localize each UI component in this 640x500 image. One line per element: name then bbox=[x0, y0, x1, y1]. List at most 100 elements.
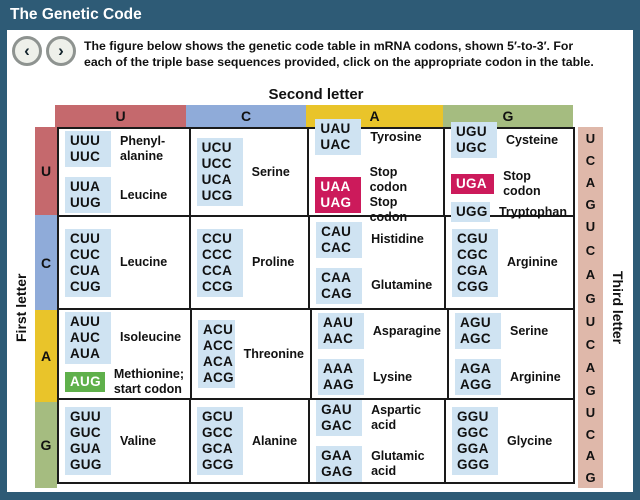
codon-UAA[interactable]: UAA bbox=[320, 179, 351, 194]
codon-CUG[interactable]: CUG bbox=[70, 278, 101, 294]
codon-CGG[interactable]: CGG bbox=[457, 278, 489, 294]
codon-ACA[interactable]: ACA bbox=[203, 354, 234, 369]
codon-UUU[interactable]: UUU bbox=[70, 133, 101, 148]
codon-GAA[interactable]: GAA bbox=[321, 448, 352, 463]
first-letter-U: U bbox=[35, 127, 57, 215]
codon-AAG[interactable]: AAG bbox=[323, 377, 354, 392]
codon-AGC[interactable]: AGC bbox=[460, 331, 491, 346]
codon-UGC[interactable]: UGC bbox=[456, 140, 487, 155]
codon-CCG[interactable]: CCG bbox=[201, 278, 233, 294]
codon-UUC[interactable]: UUC bbox=[70, 149, 101, 164]
amino-acid-label: Stop codon bbox=[503, 169, 541, 198]
codon-UCC[interactable]: UCC bbox=[201, 156, 232, 171]
codon-ACG[interactable]: ACG bbox=[203, 370, 234, 385]
codon-CGC[interactable]: CGC bbox=[457, 246, 488, 262]
amino-acid-label: Leucine bbox=[120, 255, 168, 269]
codon-GGG[interactable]: GGG bbox=[457, 457, 490, 472]
codon-CAG[interactable]: CAG bbox=[321, 285, 352, 301]
cell-CC: CCU CCC CCA CCG Proline bbox=[188, 217, 308, 308]
codon-UCA[interactable]: UCA bbox=[201, 172, 232, 187]
codon-CCA[interactable]: CCA bbox=[201, 262, 233, 278]
codon-CAU[interactable]: CAU bbox=[321, 223, 352, 239]
codon-CAC[interactable]: CAC bbox=[321, 239, 352, 255]
codon-GAG[interactable]: GAG bbox=[321, 464, 353, 479]
codon-CCU[interactable]: CCU bbox=[201, 230, 233, 246]
codon-CGA[interactable]: CGA bbox=[457, 262, 488, 278]
codon-GCC[interactable]: GCC bbox=[201, 425, 233, 440]
codon-AAA[interactable]: AAA bbox=[323, 361, 354, 376]
codon-group: AUU AUC AUA Isoleucine bbox=[65, 311, 184, 364]
codon-GGC[interactable]: GGC bbox=[457, 425, 489, 440]
codon-GCA[interactable]: GCA bbox=[201, 441, 233, 456]
codon-AUU[interactable]: AUU bbox=[70, 313, 101, 329]
codon-ACC[interactable]: ACC bbox=[203, 338, 234, 353]
codon-GAU[interactable]: GAU bbox=[321, 402, 352, 417]
codon-GUC[interactable]: GUC bbox=[70, 425, 101, 440]
codon-CUC[interactable]: CUC bbox=[70, 246, 101, 262]
first-letter-heading: First letter bbox=[13, 273, 29, 342]
codon-AUC[interactable]: AUC bbox=[70, 329, 101, 345]
codon-AAU[interactable]: AAU bbox=[323, 315, 354, 330]
codon-AUA[interactable]: AUA bbox=[70, 345, 101, 361]
amino-acid-label: Valine bbox=[120, 433, 157, 448]
codon-GAC[interactable]: GAC bbox=[321, 418, 352, 433]
codon-CCC[interactable]: CCC bbox=[201, 246, 233, 262]
codon-block: UGA bbox=[451, 174, 495, 194]
codon-block: AAU AAC bbox=[318, 313, 364, 349]
codon-UGU[interactable]: UGU bbox=[456, 124, 487, 139]
codon-group: CUU CUC CUA CUG Leucine bbox=[65, 228, 183, 297]
codon-CUU[interactable]: CUU bbox=[70, 230, 101, 246]
cell-AG: AGU AGC Serine AGA AGG Arginine bbox=[447, 310, 573, 398]
codon-AAC[interactable]: AAC bbox=[323, 331, 354, 346]
codon-block: UUU UUC bbox=[65, 131, 111, 167]
third-letter: U bbox=[585, 130, 596, 146]
codon-AGU[interactable]: AGU bbox=[460, 315, 491, 330]
second-letter-heading: Second letter bbox=[268, 86, 364, 103]
cell-GA: GAU GAC Aspartic acid GAA GAG Glutamic acid bbox=[308, 400, 444, 482]
codon-AGA[interactable]: AGA bbox=[460, 361, 491, 376]
amino-acid-label: Serine bbox=[251, 164, 290, 179]
codon-AGG[interactable]: AGG bbox=[460, 377, 492, 392]
third-letter: A bbox=[585, 174, 596, 190]
codon-GGU[interactable]: GGU bbox=[457, 409, 489, 424]
codon-CUA[interactable]: CUA bbox=[70, 262, 101, 278]
codon-GCU[interactable]: GCU bbox=[201, 409, 233, 424]
codon-block: UGU UGC bbox=[451, 122, 497, 158]
amino-acid-label: Glycine bbox=[507, 433, 553, 448]
codon-block: AUG bbox=[65, 371, 105, 392]
codon-UAU[interactable]: UAU bbox=[320, 121, 351, 136]
codon-UCG[interactable]: UCG bbox=[201, 188, 233, 203]
codon-GCG[interactable]: GCG bbox=[201, 457, 234, 472]
codon-block: CGU CGC CGA CGG bbox=[452, 228, 498, 297]
codon-UCU[interactable]: UCU bbox=[201, 140, 232, 155]
amino-acid-label: Phenyl- alanine bbox=[120, 134, 166, 163]
codon-UGG[interactable]: UGG bbox=[456, 204, 488, 219]
prev-button[interactable]: ‹ bbox=[12, 36, 42, 66]
codon-UAC[interactable]: UAC bbox=[320, 137, 351, 152]
amino-acid-label: Tryptophan bbox=[498, 204, 567, 219]
amino-acid-label: Arginine bbox=[510, 369, 561, 384]
codon-CAA[interactable]: CAA bbox=[321, 269, 352, 285]
next-button[interactable]: › bbox=[46, 36, 76, 66]
codon-GUA[interactable]: GUA bbox=[70, 441, 101, 456]
codon-UAG[interactable]: UAG bbox=[320, 195, 352, 210]
codon-group: UGA Stop codon bbox=[451, 169, 567, 199]
third-letter: A bbox=[585, 448, 596, 464]
third-letter: U bbox=[585, 219, 596, 235]
codon-UUG[interactable]: UUG bbox=[70, 195, 101, 210]
codon-ACU[interactable]: ACU bbox=[203, 322, 234, 337]
codon-AUG[interactable]: AUG bbox=[70, 373, 101, 389]
codon-GUG[interactable]: GUG bbox=[70, 457, 102, 472]
codon-CGU[interactable]: CGU bbox=[457, 230, 488, 246]
codon-block: AGU AGC bbox=[455, 313, 501, 349]
codon-UGA[interactable]: UGA bbox=[456, 176, 487, 191]
amino-acid-label: Histidine bbox=[371, 232, 424, 246]
amino-acid-label: Serine bbox=[510, 323, 549, 338]
codon-GGA[interactable]: GGA bbox=[457, 441, 489, 456]
cell-UU: UUU UUC Phenyl- alanine UUA UUG Leucine bbox=[59, 129, 189, 215]
second-letter-C: C bbox=[186, 105, 306, 127]
codon-UUA[interactable]: UUA bbox=[70, 179, 101, 194]
codon-group: GUU GUC GUA GUG Valine bbox=[65, 407, 183, 475]
codon-GUU[interactable]: GUU bbox=[70, 409, 101, 424]
